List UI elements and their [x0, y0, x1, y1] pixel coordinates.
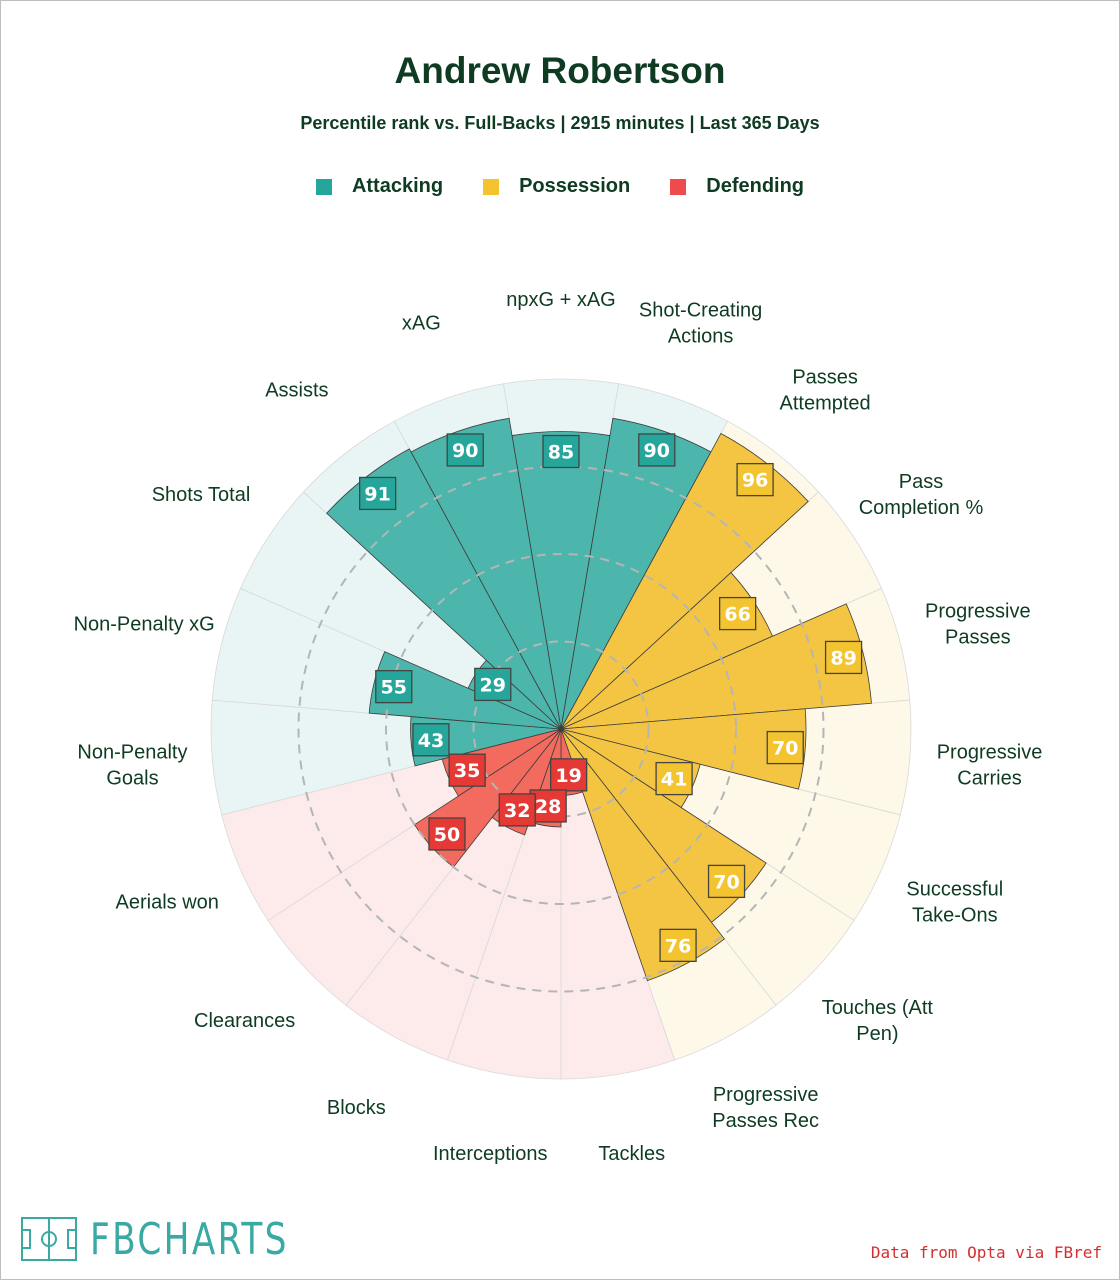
chart-subtitle: Percentile rank vs. Full-Backs | 2915 mi… — [300, 113, 820, 133]
legend-swatch-attacking — [315, 178, 332, 195]
value-label-aerials-won: 35 — [454, 760, 480, 782]
category-label-xag: xAG — [402, 312, 441, 334]
value-label-non-penalty-xg: 55 — [381, 677, 407, 699]
category-label-progressive-passes-rec: Progressive Passes Rec — [712, 1084, 819, 1132]
value-label-pass-completion: 66 — [724, 604, 750, 626]
value-label-touches-att-pen: 70 — [713, 871, 739, 893]
value-box-xag — [446, 433, 484, 467]
category-label-clearances: Clearances — [194, 1010, 295, 1032]
value-box-clearances — [428, 817, 466, 851]
value-label-passes-attempted: 96 — [742, 470, 768, 492]
value-box-npxg-xag — [542, 434, 580, 469]
category-label-tackles: Tackles — [598, 1143, 665, 1165]
legend-swatch-possession — [483, 178, 500, 195]
value-box-progressive-passes — [824, 640, 863, 675]
value-box-touches-att-pen — [707, 864, 746, 899]
category-label-progressive-carries: Progressive Carries — [937, 742, 1043, 790]
chart-title: Andrew Robertson — [394, 50, 726, 91]
data-source-note: Data from Opta via FBref — [870, 1243, 1102, 1262]
category-label-shots-total: Shots Total — [152, 484, 251, 506]
legend-item-defending: Defending — [670, 175, 804, 198]
value-label-blocks: 32 — [504, 800, 530, 822]
category-label-aerials-won: Aerials won — [116, 892, 219, 914]
value-box-non-penalty-goals — [412, 723, 450, 757]
value-box-non-penalty-xg — [375, 670, 413, 704]
legend-label-defending: Defending — [706, 175, 805, 197]
bar-progressive-passes-rec — [560, 728, 725, 982]
value-box-progressive-carries — [766, 730, 804, 765]
category-label-non-penalty-xg: Non-Penalty xG — [74, 613, 215, 635]
category-label-shot-creating-actions: Shot-Creating Actions — [639, 299, 762, 347]
legend: Attacking Possession Defending — [0, 175, 1120, 198]
value-box-interceptions — [529, 789, 567, 823]
legend-item-attacking: Attacking — [315, 175, 444, 198]
value-box-shot-creating-actions — [638, 433, 676, 467]
value-box-aerials-won — [448, 753, 486, 787]
value-label-xag: 90 — [452, 440, 478, 462]
fbcharts-logo: FBCHARTS — [20, 1216, 345, 1264]
category-label-interceptions: Interceptions — [433, 1143, 548, 1165]
category-label-touches-att-pen: Touches (Att Pen) — [822, 997, 934, 1045]
category-label-progressive-passes: Progressive Passes — [925, 600, 1031, 648]
value-box-pass-completion — [718, 596, 757, 631]
bar-progressive-passes — [560, 603, 872, 730]
bar-progressive-carries — [560, 708, 807, 790]
category-label-blocks: Blocks — [327, 1097, 386, 1119]
value-box-assists — [359, 476, 397, 511]
value-box-tackles — [550, 758, 588, 792]
value-label-shots-total: 29 — [480, 674, 506, 696]
value-box-blocks — [498, 793, 536, 827]
bar-xag — [410, 417, 562, 730]
value-box-progressive-passes-rec — [659, 928, 697, 963]
gridline-50 — [385, 553, 737, 905]
value-label-non-penalty-goals: 43 — [418, 730, 444, 752]
value-label-progressive-passes-rec: 76 — [665, 935, 691, 957]
bar-non-penalty-xg — [368, 651, 562, 730]
legend-swatch-defending — [670, 178, 687, 195]
value-label-interceptions: 28 — [535, 796, 561, 818]
legend-label-possession: Possession — [519, 175, 631, 197]
value-box-shots-total — [474, 667, 512, 702]
value-label-shot-creating-actions: 90 — [644, 440, 670, 462]
legend-item-possession: Possession — [483, 175, 630, 198]
legend-label-attacking: Attacking — [351, 175, 444, 197]
pitch-icon — [21, 1217, 77, 1261]
value-label-npxg-xag: 85 — [548, 442, 574, 464]
category-label-non-penalty-goals: Non-Penalty Goals — [77, 742, 187, 790]
value-box-successful-take-ons — [655, 761, 693, 796]
category-label-passes-attempted: Passes Attempted — [780, 367, 871, 415]
value-label-clearances: 50 — [434, 824, 460, 846]
value-box-passes-attempted — [736, 462, 774, 497]
logo-text: FBCHARTS — [90, 1214, 289, 1265]
category-label-npxg-xag: npxG + xAG — [506, 289, 616, 311]
category-label-assists: Assists — [265, 380, 328, 402]
value-label-successful-take-ons: 41 — [661, 769, 687, 791]
value-label-tackles: 19 — [555, 765, 581, 787]
category-label-pass-completion: Pass Completion % — [859, 471, 984, 519]
value-label-progressive-passes: 89 — [830, 647, 856, 669]
value-label-assists: 91 — [364, 483, 390, 505]
value-label-progressive-carries: 70 — [772, 738, 798, 760]
gridline-25 — [472, 640, 650, 818]
category-label-successful-take-ons: Successful Take-Ons — [906, 879, 1003, 927]
